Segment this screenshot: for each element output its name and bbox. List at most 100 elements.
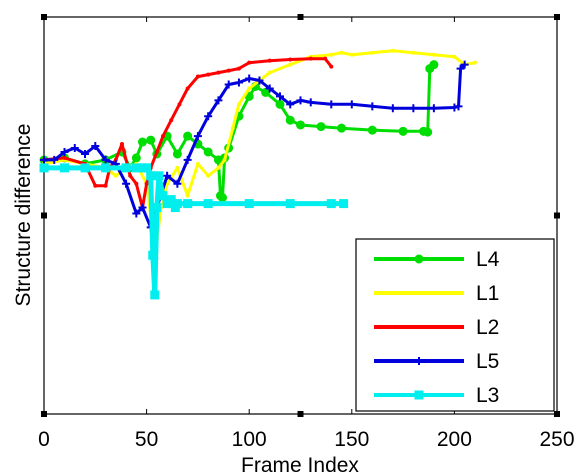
data-point: [152, 203, 162, 213]
data-point: [172, 149, 182, 159]
data-point: [423, 127, 433, 137]
x-tick-label: 250: [539, 428, 574, 451]
legend-label: L3: [476, 384, 499, 407]
data-point: [146, 171, 156, 181]
data-point: [185, 193, 190, 198]
data-point: [137, 137, 147, 147]
data-point: [296, 120, 305, 130]
x-tick-label: 50: [135, 428, 158, 451]
data-point: [329, 64, 334, 69]
data-point: [70, 144, 79, 153]
x-tick-label: 100: [232, 428, 267, 451]
frame-marker: [554, 14, 560, 20]
data-point: [150, 290, 160, 300]
data-point: [50, 155, 59, 164]
data-point: [316, 122, 326, 132]
data-point: [40, 155, 48, 164]
data-point: [411, 50, 416, 55]
data-point: [138, 203, 147, 212]
data-point: [222, 157, 227, 162]
data-point: [431, 52, 436, 57]
data-point: [226, 68, 231, 73]
data-point: [154, 171, 164, 181]
data-point: [214, 96, 223, 105]
data-point: [323, 56, 328, 61]
data-point: [81, 149, 90, 158]
data-point: [204, 112, 213, 121]
data-point: [286, 100, 295, 109]
data-point: [183, 131, 193, 141]
data-point: [337, 123, 347, 133]
data-point: [429, 60, 439, 70]
data-point: [216, 70, 221, 75]
data-point: [398, 126, 408, 136]
x-tick-label: 150: [334, 428, 369, 451]
legend-marker: [414, 390, 424, 400]
data-point: [285, 199, 295, 209]
legend-marker: [415, 357, 423, 365]
data-point: [206, 72, 211, 77]
data-point: [132, 209, 141, 218]
data-point: [216, 165, 221, 170]
data-point: [244, 199, 254, 209]
data-point: [236, 66, 241, 71]
data-point: [390, 48, 395, 53]
frame-marker: [41, 14, 47, 20]
data-point: [306, 98, 315, 107]
data-point: [172, 199, 182, 209]
data-point: [288, 57, 293, 62]
data-point: [460, 60, 469, 69]
x-tick-label: 200: [437, 428, 472, 451]
data-point: [472, 60, 477, 65]
data-point: [218, 193, 228, 203]
data-point: [169, 118, 174, 123]
data-point: [234, 78, 243, 87]
data-point: [183, 199, 193, 209]
data-point: [327, 100, 336, 109]
data-point: [265, 84, 274, 93]
x-axis-label: Frame Index: [241, 454, 359, 475]
data-point: [62, 155, 67, 160]
data-point: [177, 102, 182, 107]
frame-corner-markers: [41, 14, 560, 417]
data-point: [456, 64, 465, 73]
data-point: [367, 125, 377, 135]
data-point: [93, 183, 98, 188]
data-point: [134, 181, 139, 186]
data-point: [103, 183, 108, 188]
data-point: [326, 199, 336, 209]
data-point: [163, 171, 172, 180]
data-point: [60, 147, 69, 156]
legend-label: L1: [476, 282, 499, 305]
data-point: [275, 92, 284, 101]
data-point: [267, 58, 272, 63]
series-layer: [39, 48, 477, 300]
data-point: [285, 115, 295, 125]
data-point: [113, 173, 118, 178]
data-point: [101, 163, 111, 173]
data-point: [450, 103, 459, 112]
data-point: [121, 163, 131, 173]
data-point: [224, 80, 233, 89]
legend-label: L4: [476, 248, 500, 271]
data-point: [203, 199, 213, 209]
data-point: [368, 102, 377, 111]
frame-marker: [554, 212, 560, 219]
legend-marker: [417, 291, 421, 295]
data-point: [454, 102, 463, 111]
series-l3: [39, 163, 349, 300]
frame-marker: [297, 14, 304, 20]
data-point: [101, 155, 110, 164]
data-point: [275, 99, 285, 109]
data-point: [195, 74, 200, 79]
data-point: [91, 142, 100, 151]
data-point: [339, 50, 344, 55]
data-point: [195, 161, 200, 166]
y-axis-label: Structure difference: [12, 124, 35, 307]
data-point: [185, 86, 190, 91]
data-point: [370, 50, 375, 55]
data-point: [329, 52, 334, 57]
x-tick-label: 0: [38, 428, 50, 451]
frame-marker: [297, 411, 304, 417]
data-point: [308, 56, 313, 61]
